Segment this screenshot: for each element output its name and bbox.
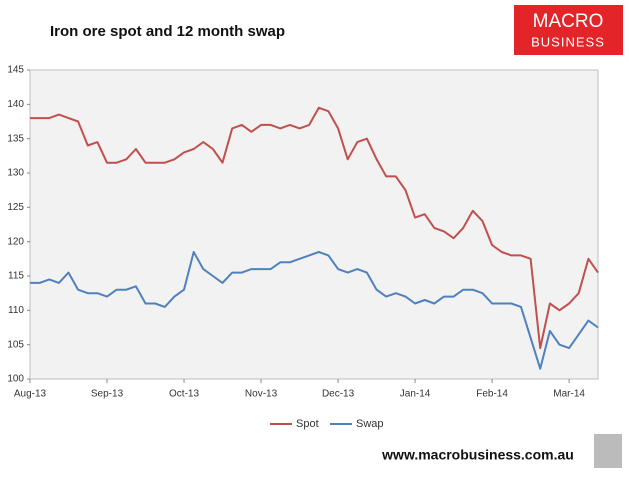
logo-box — [514, 5, 623, 55]
x-tick-label: Jan-14 — [400, 389, 431, 400]
y-tick-label: 125 — [7, 202, 24, 213]
logo-icon — [594, 434, 622, 468]
y-tick-label: 140 — [7, 99, 24, 110]
x-tick-label: Mar-14 — [553, 389, 585, 400]
x-tick-label: Aug-13 — [14, 389, 47, 400]
legend-label: Spot — [296, 418, 319, 430]
series-line — [30, 251, 599, 370]
logo-text: BUSINESS — [531, 34, 605, 49]
x-tick-label: Oct-13 — [169, 389, 199, 400]
x-tick-label: Feb-14 — [476, 389, 508, 400]
y-tick-label: 135 — [7, 133, 24, 144]
legend-label: Swap — [356, 418, 384, 430]
y-tick-label: 100 — [7, 374, 24, 385]
y-tick-label: 130 — [7, 168, 24, 179]
y-tick-label: 105 — [7, 339, 24, 350]
y-tick-label: 120 — [7, 236, 24, 247]
x-tick-label: Nov-13 — [245, 389, 278, 400]
series-line — [30, 106, 599, 350]
x-tick-label: Sep-13 — [91, 389, 124, 400]
y-tick-label: 110 — [8, 305, 24, 316]
x-tick-label: Dec-13 — [322, 389, 355, 400]
y-tick-label: 145 — [7, 65, 24, 76]
footer: www.macrobusiness.com.au — [381, 447, 574, 463]
plot-area — [29, 69, 599, 380]
y-tick-label: 115 — [8, 271, 24, 282]
logo-text: MACRO — [533, 11, 604, 32]
chart-title: Iron ore spot and 12 month swap — [50, 23, 285, 40]
